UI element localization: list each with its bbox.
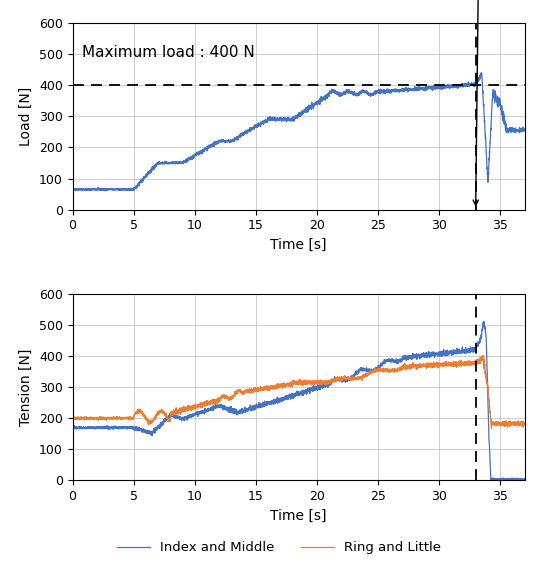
Index and Middle <box>233 410 239 416</box>
Index and Middle <box>521 475 528 482</box>
Ring and Little <box>306 379 312 386</box>
Y-axis label: Tension [N]: Tension [N] <box>20 348 33 426</box>
Legend: Index and Middle, Ring and Little: Index and Middle, Ring and Little <box>111 536 447 559</box>
Y-axis label: Load [N]: Load [N] <box>20 86 33 146</box>
Index and Middle <box>306 387 312 394</box>
Line: Index and Middle: Index and Middle <box>73 321 525 480</box>
Ring and Little <box>80 415 87 422</box>
Ring and Little <box>453 361 460 368</box>
Ring and Little <box>504 420 511 427</box>
Text: Knot is broken: Knot is broken <box>473 0 558 205</box>
Ring and Little <box>521 420 528 427</box>
Index and Middle <box>504 476 511 483</box>
Text: Maximum load : 400 N: Maximum load : 400 N <box>81 45 254 60</box>
Ring and Little <box>360 374 367 381</box>
Index and Middle <box>360 366 367 373</box>
Ring and Little <box>69 415 76 422</box>
Index and Middle <box>480 318 487 325</box>
Ring and Little <box>488 425 495 432</box>
Ring and Little <box>480 352 487 359</box>
Index and Middle <box>80 424 87 431</box>
Ring and Little <box>233 390 239 396</box>
Line: Ring and Little: Ring and Little <box>73 355 525 428</box>
X-axis label: Time [s]: Time [s] <box>270 238 327 252</box>
X-axis label: Time [s]: Time [s] <box>270 509 327 523</box>
Index and Middle <box>453 345 460 352</box>
Index and Middle <box>69 423 76 430</box>
Index and Middle <box>504 476 511 483</box>
